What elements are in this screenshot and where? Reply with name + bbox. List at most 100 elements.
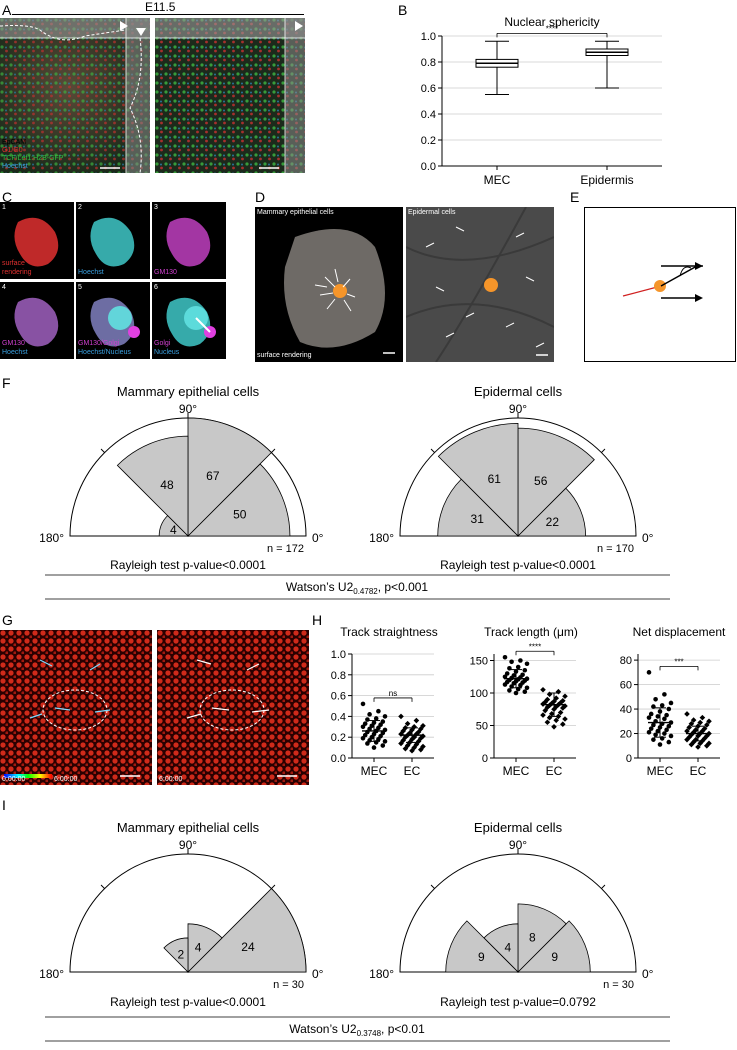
golgi-tile-art — [90, 217, 135, 267]
golgi-tiles: 1 surface rendering 2 Hoechst 3 GM130 4 GM130 Hoe… — [0, 202, 230, 362]
data-point-MEC — [655, 728, 661, 734]
rose-plots-i: 24 4 2 Mammary epithelial cells 90° 180° 0° n =… — [0, 797, 737, 1045]
data-point-EC — [704, 742, 710, 749]
data-point-EC — [400, 728, 406, 734]
rose-i-mec-angle-90: 90° — [179, 838, 197, 852]
y-tick-label: 100 — [470, 688, 488, 700]
y-tick-label: 0 — [482, 753, 488, 765]
rose-i-ec-sector-count: 9 — [551, 950, 558, 964]
data-point-EC — [699, 714, 706, 721]
golgi-tile-art — [14, 217, 59, 267]
data-point-MEC — [371, 745, 377, 750]
data-point-MEC — [524, 661, 530, 667]
tracks-start-art — [0, 630, 152, 785]
rose-i-ec-angle-90: 90° — [509, 838, 527, 852]
watson-label: Watson’s U20.3748, p<0.01 — [289, 1022, 425, 1038]
rose-f-mec-sector-count: 48 — [160, 478, 174, 492]
y-tick-label: 0.8 — [421, 57, 436, 69]
data-point-EC — [553, 717, 559, 724]
rose-f-ec-sector-count: 56 — [534, 474, 548, 488]
data-point-MEC — [662, 692, 667, 697]
data-point-MEC — [518, 658, 523, 663]
data-point-EC — [418, 746, 424, 753]
y-tick-label: 0.8 — [331, 670, 346, 682]
data-point-EC — [562, 693, 568, 700]
data-point-MEC — [360, 724, 366, 730]
golgi-tile-6: 6 Golgi Nucleus — [152, 282, 226, 359]
data-point-MEC — [373, 740, 379, 745]
panel-label-g: G — [2, 612, 13, 628]
data-point-EC — [540, 712, 546, 718]
data-point-EC — [413, 741, 420, 748]
rose-f-mec-tick — [271, 448, 276, 453]
micrograph-mec-surface: Mammary epithelial cells surface renderi… — [255, 207, 403, 362]
data-point-MEC — [507, 688, 512, 693]
tile-channel-label: GM130/Golgi — [78, 340, 120, 347]
x-tick-label: Epidermis — [580, 173, 633, 187]
data-point-MEC — [662, 716, 667, 722]
rose-f-mec-tick — [100, 448, 105, 453]
golgi-tile-art — [14, 297, 59, 347]
rose-f-mec-angle-0: 0° — [312, 531, 324, 545]
data-point-MEC — [380, 743, 386, 748]
rose-f-mec-sector-count: 50 — [233, 508, 247, 522]
chart-nuclear-sphericity: Nuclear sphericity 0.0 0.2 0.4 0.6 0.8 1.0 MEC E… — [400, 14, 670, 197]
rose-i-mec-sector — [187, 887, 307, 973]
golgi-tile-4: 4 GM130 Hoechst — [0, 282, 74, 359]
tile-channel-label: Golgi — [154, 340, 171, 347]
rose-i-mec-sector-count: 24 — [241, 940, 255, 954]
cell-shape — [14, 297, 59, 347]
y-tick-label: 0.2 — [421, 135, 436, 147]
data-point-EC — [404, 720, 411, 727]
data-point-EC — [413, 731, 420, 737]
scatter-title: Track straightness — [340, 625, 438, 639]
rose-f-mec-sector — [187, 417, 273, 537]
golgi-tile-1: 1 surface rendering — [0, 202, 74, 279]
tile-number: 2 — [78, 204, 82, 211]
tile-number: 3 — [154, 204, 158, 211]
y-tick-label: 0.4 — [331, 711, 346, 723]
tracks-end-art — [157, 630, 309, 785]
data-point-EC — [542, 707, 548, 714]
rose-f-ec-angle-90: 90° — [509, 402, 527, 416]
data-point-MEC — [518, 682, 523, 688]
time-start: 0:00:00 — [2, 776, 26, 783]
data-point-EC — [684, 728, 690, 734]
mec-surface-art — [284, 229, 395, 354]
rose-i-mec-sector — [163, 937, 189, 973]
rose-f-ec-sector-count: 61 — [488, 472, 502, 486]
data-point-MEC — [653, 732, 658, 738]
data-point-EC — [704, 722, 710, 728]
rayleigh-f-mec: Rayleigh test p-value<0.0001 — [110, 558, 266, 572]
rose-i-ec-sector-count: 8 — [529, 930, 536, 944]
data-point-MEC — [646, 670, 652, 675]
rose-f-ec-n: n = 170 — [597, 543, 634, 555]
data-point-MEC — [662, 731, 667, 736]
data-point-EC — [560, 705, 566, 711]
tile-channel-label: surface — [2, 260, 25, 267]
rose-i-mec-sector-count: 2 — [177, 948, 184, 962]
rose-i-ec-sector — [445, 920, 519, 973]
y-tick-label: 0.4 — [421, 109, 436, 121]
rose-i-mec-tick — [100, 884, 105, 889]
rose-f-mec-angle-180: 180° — [39, 531, 64, 545]
data-point-EC — [404, 742, 411, 749]
epidermal-surface-art — [406, 207, 554, 362]
y-tick-label: 0.6 — [421, 83, 436, 95]
time-end-scale: 6:00:00 — [54, 776, 78, 783]
panel-label-d: D — [255, 189, 266, 205]
tile-channel-label: Hoechst — [78, 269, 104, 276]
x-tick-label: EC — [546, 764, 563, 778]
data-point-MEC — [511, 680, 517, 686]
data-point-EC — [695, 744, 701, 750]
boxplot-title: Nuclear sphericity — [504, 15, 599, 29]
data-point-MEC — [376, 708, 381, 714]
rose-i-mec-n: n = 30 — [273, 979, 304, 991]
data-point-MEC — [360, 701, 366, 707]
panel-label-h: H — [312, 612, 323, 628]
data-point-MEC — [646, 715, 652, 720]
golgi-tile-art — [166, 297, 216, 347]
data-point-EC — [555, 688, 562, 695]
rose-plots-f: 50 67 48 4 Mammary epithelial cells 90° 180° 0°… — [0, 375, 737, 605]
